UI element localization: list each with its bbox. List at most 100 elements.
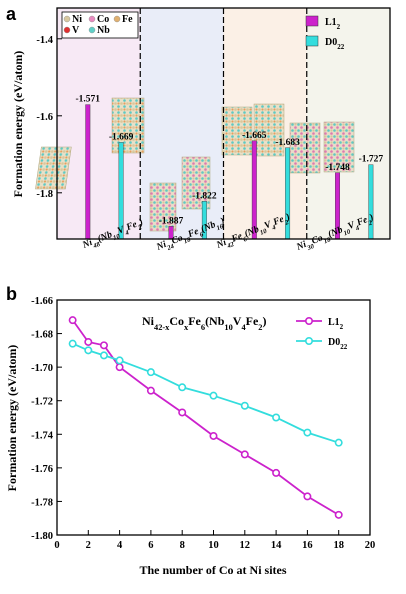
data-point-d022 xyxy=(84,346,93,355)
bar-value-labels: -1.571 -1.887 -1.665 -1.748 -1.669 -1.822 -1.6… xyxy=(76,95,384,227)
structure-image-ni48-d022 xyxy=(111,97,145,154)
y-axis-ticks-b: -1.66 -1.68 -1.70 -1.72 -1.74 -1.76 -1.78 -1.80 xyxy=(31,296,62,542)
element-swatch-ni xyxy=(63,15,71,23)
category-label-4: Ni30Co18(Nb10V4Fe2) xyxy=(294,212,376,256)
structure-image-ni24-d022 xyxy=(181,156,211,210)
y-tick-label: -1.68 xyxy=(31,330,53,341)
structure-image-ni48-l12 xyxy=(35,146,72,190)
category-label-2: Ni24Co18Fe6(Nb16) xyxy=(154,215,227,255)
phase-legend-a: L12 D022 xyxy=(305,15,345,51)
legend-label-a-2: D022 xyxy=(325,37,345,51)
phase-legend-b: L12 D022 xyxy=(296,316,348,351)
data-point-l12 xyxy=(303,492,312,501)
x-tick-label: 20 xyxy=(365,540,376,551)
line-series xyxy=(68,316,343,519)
x-tick-label: 2 xyxy=(86,540,91,551)
bar-value-label: -1.669 xyxy=(109,132,134,142)
data-point-l12 xyxy=(240,450,249,459)
panel-a-label: a xyxy=(6,4,17,24)
data-point-l12 xyxy=(209,431,218,440)
data-point-d022 xyxy=(303,428,312,437)
plot-frame-b xyxy=(56,299,371,536)
chart-title-text: Ni42-xCoxFe6(Nb10V4Fe2) xyxy=(142,314,266,332)
data-point-l12 xyxy=(68,316,77,325)
x-tick-label: 10 xyxy=(208,540,219,551)
structure-image-ni42-l12 xyxy=(221,106,253,156)
structure-thumbnails xyxy=(35,97,355,232)
bar-value-label: -1.887 xyxy=(159,216,184,226)
element-label-v: V xyxy=(72,25,80,36)
series-line-d022 xyxy=(72,342,339,444)
data-point-l12 xyxy=(178,408,187,417)
bar-value-label: -1.665 xyxy=(242,131,267,141)
legend-label-b-1: L12 xyxy=(328,317,344,331)
data-point-d022 xyxy=(272,413,281,422)
y-tick-label: -1.78 xyxy=(31,497,53,508)
panel-a-bar-chart: -1.571 -1.887 -1.665 -1.748 -1.669 -1.822 -1.6… xyxy=(11,7,391,256)
x-tick-label: 4 xyxy=(117,540,123,551)
y-tick-label: -1.80 xyxy=(31,531,53,542)
y-tick-label: -1.70 xyxy=(31,363,53,374)
x-axis-ticks-b: 0 2 4 6 8 10 12 14 16 18 20 xyxy=(54,530,375,551)
bar-value-label: -1.727 xyxy=(359,155,384,165)
panel-b-line-chart: 0 2 4 6 8 10 12 14 16 18 20 -1.66-1.68-1.70-1.72-1… xyxy=(5,296,375,577)
structure-image-ni24-l12 xyxy=(149,182,177,232)
element-label-co: Co xyxy=(97,14,109,25)
category-labels: Ni48(Nb10V4Fe2)Ni24Co18Fe6(Nb16)Ni42Fe6(… xyxy=(80,211,376,256)
data-point-d022 xyxy=(178,383,187,392)
x-tick-label: 0 xyxy=(54,540,59,551)
x-tick-label: 6 xyxy=(148,540,153,551)
y-tick-label: -1.4 xyxy=(36,35,53,46)
legend-swatch-a-1 xyxy=(305,15,319,27)
x-axis-label-b: The number of Co at Ni sites xyxy=(139,563,286,577)
data-point-d022 xyxy=(68,339,77,348)
element-swatch-co xyxy=(88,15,96,23)
y-tick-label: -1.66 xyxy=(31,296,53,307)
bar-value-label: -1.683 xyxy=(275,138,300,148)
category-dividers xyxy=(139,8,308,239)
x-tick-label: 14 xyxy=(271,540,282,551)
bar-value-label: -1.822 xyxy=(192,191,217,201)
bar-value-label: -1.571 xyxy=(76,95,101,105)
legend-marker-b-2 xyxy=(304,336,313,345)
legend-marker-b-1 xyxy=(304,316,313,325)
panel-b-label: b xyxy=(6,284,17,304)
structure-image-ni30-l12 xyxy=(289,122,321,174)
x-tick-label: 12 xyxy=(240,540,251,551)
legend-label-a-1: L12 xyxy=(325,17,341,31)
bar-l1-1 xyxy=(85,104,91,240)
data-point-d022 xyxy=(146,368,155,377)
y-axis-label-a: Formation energy (eV/atom) xyxy=(11,51,25,198)
category-label-3: Ni42Fe6(Nb10V4Fe2) xyxy=(214,211,292,253)
element-swatch-fe xyxy=(113,15,121,23)
x-tick-label: 16 xyxy=(302,540,313,551)
element-legend: Ni Co Fe V Nb xyxy=(61,11,139,39)
x-tick-label: 18 xyxy=(333,540,344,551)
bar-value-label: -1.748 xyxy=(325,163,350,173)
y-tick-label: -1.8 xyxy=(36,189,53,200)
series-line-l12 xyxy=(71,319,340,516)
bar-d0-4 xyxy=(368,164,374,240)
y-tick-label: -1.76 xyxy=(31,464,53,475)
data-point-l12 xyxy=(146,386,155,395)
element-label-nb: Nb xyxy=(97,25,110,36)
data-point-d022 xyxy=(209,391,218,400)
structure-image-ni30-d022 xyxy=(323,121,355,173)
element-legend-box xyxy=(61,11,139,39)
y-axis-label-b: Formation energy (eV/atom) xyxy=(5,345,19,492)
y-tick-label: -1.6 xyxy=(36,112,53,123)
y-axis-ticks-a: -1.4 -1.6 -1.8 xyxy=(36,35,62,200)
data-point-l12 xyxy=(334,510,343,519)
chart-title-b: Ni42-xCoxFe6(Nb10V4Fe2) xyxy=(142,314,266,332)
y-tick-label: -1.74 xyxy=(31,430,54,441)
element-swatch-nb xyxy=(88,26,96,34)
data-point-d022 xyxy=(334,438,343,447)
data-point-d022 xyxy=(115,356,124,365)
category-label-1: Ni48(Nb10V4Fe2) xyxy=(80,216,146,253)
element-label-fe: Fe xyxy=(122,14,133,25)
legend-label-b-2: D022 xyxy=(328,337,348,351)
data-point-l12 xyxy=(272,468,281,477)
element-label-ni: Ni xyxy=(72,14,82,25)
data-point-l12 xyxy=(99,341,108,350)
